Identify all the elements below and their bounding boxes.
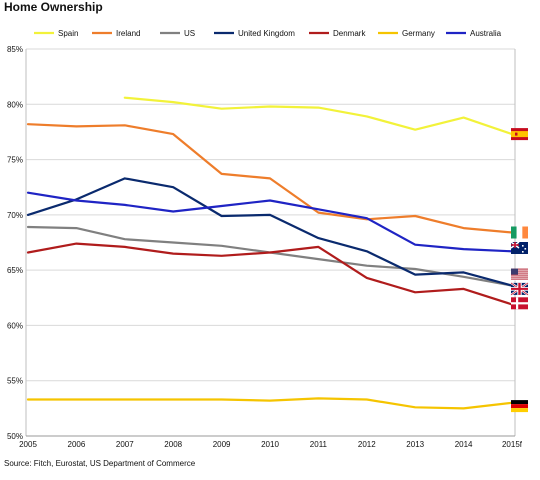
- series-line-us: [26, 225, 514, 287]
- x-tick-label: 2015f: [502, 440, 523, 449]
- y-tick-label: 70%: [7, 211, 23, 220]
- legend-label: Ireland: [116, 29, 140, 38]
- chart-title: Home Ownership: [4, 0, 103, 14]
- legend-label: Denmark: [333, 29, 366, 38]
- legend-label: US: [184, 29, 195, 38]
- line-chart: 50% 55% 60% 65% 70% 75% 80% 85% 2005 2006 2007 2008…: [7, 29, 529, 449]
- x-tick-label: 2013: [406, 440, 424, 449]
- y-tick-label: 50%: [7, 432, 23, 441]
- source-note: Source: Fitch, Eurostat, US Department o…: [4, 459, 196, 468]
- series-line-australia: [26, 191, 514, 253]
- x-tick-label: 2014: [455, 440, 473, 449]
- y-tick-label: 65%: [7, 266, 23, 275]
- flag-uk-icon: [510, 282, 529, 296]
- series-line-spain: [123, 96, 514, 136]
- x-tick-label: 2008: [164, 440, 182, 449]
- series-line-denmark: [26, 242, 514, 306]
- x-tick-label: 2005: [19, 440, 37, 449]
- y-tick-label: 80%: [7, 100, 23, 109]
- x-tick-label: 2007: [116, 440, 134, 449]
- x-tick-label: 2006: [68, 440, 86, 449]
- flag-germany-icon: [511, 400, 528, 413]
- x-tick-label: 2010: [261, 440, 279, 449]
- flag-spain-icon: [511, 128, 528, 141]
- series-line-united-kingdom: [26, 177, 514, 287]
- y-tick-label: 55%: [7, 377, 23, 386]
- legend-label: Germany: [402, 29, 435, 38]
- y-tick-label: 75%: [7, 156, 23, 165]
- legend-label: Spain: [58, 29, 78, 38]
- flag-denmark-icon: [511, 297, 528, 310]
- flag-us-icon: [511, 268, 528, 281]
- y-tick-label: 60%: [7, 321, 23, 330]
- series-line-ireland: [26, 123, 514, 234]
- series-line-germany: [26, 397, 514, 410]
- flag-australia-icon: [510, 241, 528, 254]
- flag-ireland-icon: [511, 226, 528, 239]
- x-tick-label: 2009: [213, 440, 231, 449]
- x-tick-label: 2012: [358, 440, 376, 449]
- y-tick-label: 85%: [7, 45, 23, 54]
- legend-label: Australia: [470, 29, 502, 38]
- legend-label: United Kingdom: [238, 29, 295, 38]
- x-tick-label: 2011: [310, 440, 328, 449]
